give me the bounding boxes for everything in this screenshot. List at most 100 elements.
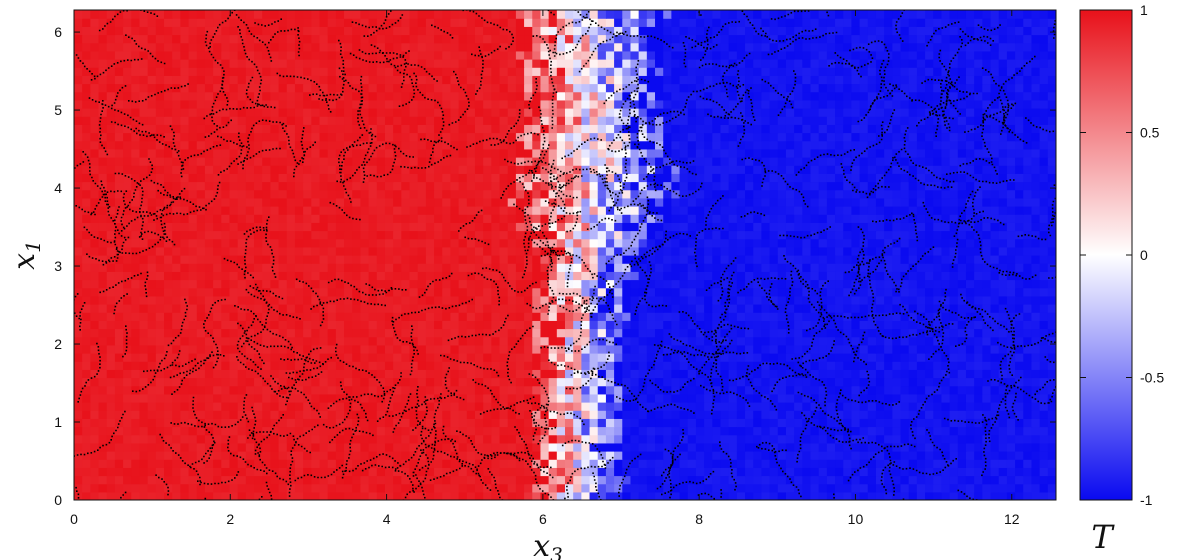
- field-cell: [573, 426, 582, 436]
- field-cell: [933, 451, 943, 460]
- field-cell: [352, 246, 362, 256]
- field-cell: [540, 353, 550, 362]
- field-cell: [565, 222, 574, 232]
- field-cell: [483, 214, 492, 223]
- field-cell: [990, 214, 1000, 223]
- field-cell: [695, 206, 705, 215]
- field-cell: [221, 402, 231, 411]
- field-cell: [655, 467, 664, 477]
- field-cell: [409, 402, 419, 411]
- field-cell: [745, 353, 754, 362]
- field-cell: [499, 222, 509, 232]
- field-cell: [957, 271, 967, 281]
- field-cell: [851, 255, 861, 264]
- field-cell: [867, 197, 877, 207]
- field-cell: [761, 189, 771, 199]
- field-cell: [417, 344, 427, 354]
- field-cell: [884, 320, 893, 330]
- field-cell: [180, 451, 190, 460]
- field-cell: [777, 418, 787, 428]
- field-cell: [941, 467, 951, 477]
- field-cell: [123, 410, 132, 419]
- field-cell: [466, 426, 476, 436]
- field-cell: [589, 255, 599, 264]
- field-cell: [262, 271, 271, 281]
- field-cell: [483, 165, 492, 174]
- field-cell: [311, 442, 321, 452]
- field-cell: [360, 222, 370, 232]
- field-cell: [254, 255, 263, 264]
- field-cell: [794, 246, 803, 256]
- field-cell: [319, 442, 329, 452]
- field-cell: [1023, 255, 1033, 264]
- field-cell: [597, 451, 607, 460]
- field-cell: [417, 442, 427, 452]
- field-cell: [319, 238, 329, 248]
- field-cell: [900, 467, 910, 477]
- field-cell: [925, 451, 934, 460]
- field-cell: [311, 467, 321, 477]
- field-cell: [213, 255, 222, 264]
- field-cell: [581, 246, 591, 256]
- field-cell: [589, 214, 599, 223]
- field-cell: [704, 377, 713, 387]
- field-cell: [704, 320, 713, 330]
- field-cell: [466, 402, 476, 411]
- field-cell: [614, 426, 623, 436]
- field-cell: [303, 459, 312, 468]
- field-cell: [802, 353, 812, 362]
- field-cell: [982, 483, 992, 493]
- field-cell: [581, 402, 591, 411]
- field-cell: [761, 336, 771, 346]
- field-cell: [254, 402, 263, 411]
- field-cell: [1023, 353, 1033, 362]
- field-cell: [1023, 320, 1033, 330]
- field-cell: [474, 189, 484, 199]
- field-cell: [499, 214, 509, 223]
- field-cell: [507, 165, 517, 174]
- field-cell: [859, 442, 869, 452]
- field-cell: [74, 230, 83, 240]
- field-cell: [826, 361, 836, 370]
- field-cell: [1015, 320, 1024, 330]
- field-cell: [810, 434, 820, 444]
- field-cell: [941, 361, 951, 370]
- field-cell: [736, 353, 746, 362]
- field-cell: [581, 353, 591, 362]
- field-cell: [384, 287, 394, 297]
- field-cell: [139, 393, 149, 403]
- field-cell: [753, 418, 762, 428]
- field-cell: [442, 328, 452, 338]
- field-cell: [123, 173, 132, 183]
- field-cell: [213, 475, 222, 485]
- field-cell: [98, 377, 108, 387]
- field-cell: [213, 230, 222, 240]
- field-cell: [344, 442, 353, 452]
- field-cell: [327, 353, 337, 362]
- field-cell: [990, 222, 1000, 232]
- field-cell: [327, 173, 337, 183]
- field-cell: [491, 320, 501, 330]
- field-cell: [188, 385, 198, 395]
- field-cell: [704, 279, 713, 289]
- field-cell: [548, 418, 558, 428]
- field-cell: [548, 491, 558, 500]
- field-cell: [810, 214, 820, 223]
- field-cell: [875, 312, 885, 321]
- field-cell: [139, 377, 149, 387]
- field-cell: [794, 426, 803, 436]
- field-cell: [147, 393, 157, 403]
- field-cell: [196, 475, 206, 485]
- field-cell: [303, 279, 312, 289]
- field-cell: [1015, 181, 1024, 191]
- field-cell: [483, 491, 492, 500]
- field-cell: [499, 377, 509, 387]
- field-cell: [818, 189, 828, 199]
- field-cell: [851, 181, 861, 191]
- field-cell: [254, 173, 263, 183]
- field-cell: [540, 344, 550, 354]
- field-cell: [262, 328, 271, 338]
- field-cell: [491, 287, 501, 297]
- field-cell: [655, 451, 664, 460]
- field-cell: [941, 442, 951, 452]
